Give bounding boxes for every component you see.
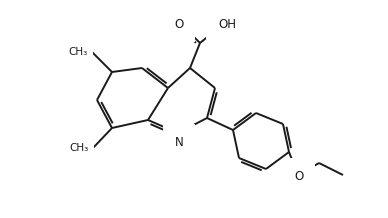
Text: CH₃: CH₃ xyxy=(70,143,89,153)
Text: N: N xyxy=(175,136,184,149)
Text: CH₃: CH₃ xyxy=(69,47,88,57)
Text: OH: OH xyxy=(218,17,236,31)
Text: O: O xyxy=(174,17,184,31)
Text: O: O xyxy=(294,170,304,182)
